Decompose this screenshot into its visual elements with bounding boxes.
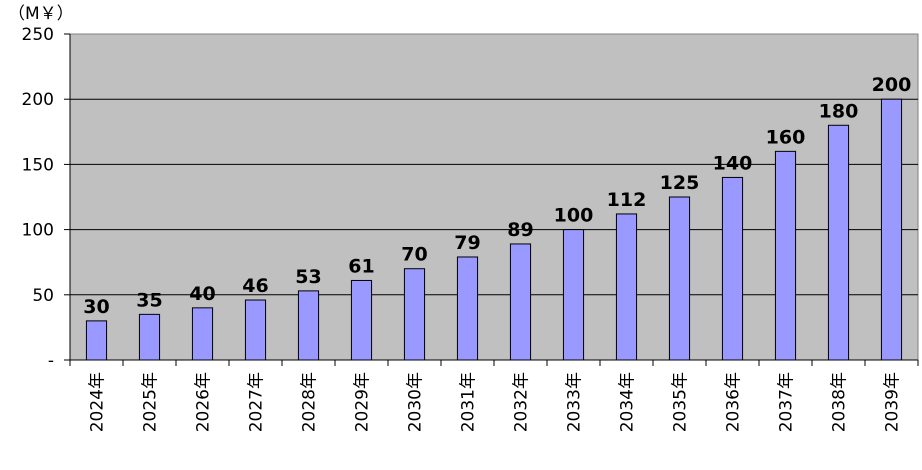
bar-15 — [880, 98, 903, 361]
y-tick-label-250: 250 — [22, 25, 54, 45]
x-tick-label-14: 2038年 — [830, 372, 850, 432]
bar-8 — [509, 243, 532, 361]
data-label-14: 180 — [819, 100, 859, 122]
bar-0 — [85, 320, 108, 361]
bar-12 — [721, 176, 744, 361]
x-tick-label-11: 2035年 — [671, 372, 691, 432]
data-label-10: 112 — [607, 189, 647, 211]
x-tick-label-9: 2033年 — [565, 372, 585, 432]
data-label-8: 89 — [507, 219, 533, 241]
y-tick-label-150: 150 — [22, 155, 54, 175]
data-label-7: 79 — [454, 232, 480, 254]
x-tick-label-6: 2030年 — [406, 372, 426, 432]
data-label-4: 53 — [295, 266, 321, 288]
x-axis: 2024年 2025年 2026年 2027年 2028年 2029年 2030年 2031年… — [69, 359, 919, 432]
bar-1 — [138, 313, 161, 361]
bar-3 — [244, 299, 267, 361]
bar-2 — [191, 307, 214, 361]
bars — [85, 98, 903, 361]
data-label-6: 70 — [401, 244, 427, 266]
data-label-12: 140 — [713, 152, 753, 174]
data-label-9: 100 — [554, 205, 594, 227]
x-tick-label-0: 2024年 — [88, 372, 108, 432]
x-tick-label-12: 2036年 — [724, 372, 744, 432]
x-tick-label-10: 2034年 — [618, 372, 638, 432]
data-label-3: 46 — [242, 275, 268, 297]
bar-6 — [403, 268, 426, 361]
x-tick-label-3: 2027年 — [247, 372, 267, 432]
y-tick-label-100: 100 — [22, 221, 54, 241]
x-tick-label-4: 2028年 — [300, 372, 320, 432]
bar-4 — [297, 290, 320, 361]
x-tick-label-13: 2037年 — [777, 372, 797, 432]
bar-9 — [562, 229, 585, 361]
y-tick-label-0: - — [48, 351, 54, 371]
x-tick-label-15: 2039年 — [883, 372, 903, 432]
x-tick-label-5: 2029年 — [353, 372, 373, 432]
x-tick-label-1: 2025年 — [141, 372, 161, 432]
data-label-2: 40 — [189, 283, 215, 305]
bar-5 — [350, 279, 373, 361]
x-tick-label-2: 2026年 — [194, 372, 214, 432]
y-axis-unit-label: （M￥） — [8, 4, 74, 24]
bar-7 — [456, 256, 479, 361]
data-label-11: 125 — [660, 172, 700, 194]
bar-14 — [827, 124, 850, 361]
data-label-0: 30 — [83, 296, 109, 318]
data-label-1: 35 — [136, 289, 162, 311]
data-label-15: 200 — [872, 74, 912, 96]
data-labels: 30 35 40 46 53 61 70 79 89 100 112 125 140 160 180 200 — [83, 74, 911, 318]
x-tick-label-8: 2032年 — [512, 372, 532, 432]
y-tick-label-200: 200 — [22, 90, 54, 110]
bar-13 — [774, 150, 797, 361]
bar-11 — [668, 196, 691, 361]
y-tick-label-50: 50 — [32, 286, 54, 306]
data-label-13: 160 — [766, 126, 806, 148]
y-axis: - 50 100 150 200 250 — [22, 25, 71, 371]
bar-10 — [615, 213, 638, 361]
x-tick-label-7: 2031年 — [459, 372, 479, 432]
data-label-5: 61 — [348, 255, 374, 277]
